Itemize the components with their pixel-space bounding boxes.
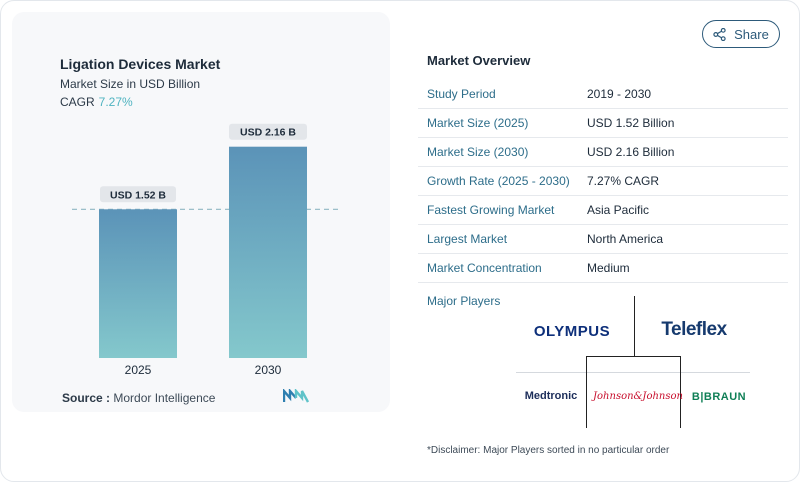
overview-key: Fastest Growing Market — [427, 203, 555, 217]
medtronic-logo: Medtronic — [524, 390, 578, 402]
share-label: Share — [734, 26, 769, 42]
bar-2025 — [99, 209, 177, 358]
overview-value: Asia Pacific — [587, 203, 650, 217]
overview-row: Market Concentration Medium — [418, 254, 788, 283]
overview-row: Market Size (2030) USD 2.16 Billion — [418, 138, 788, 167]
overview-row: Study Period 2019 - 2030 — [418, 80, 788, 109]
chart-card — [12, 12, 390, 412]
data-label-bg — [229, 123, 307, 140]
overview-key: Growth Rate (2025 - 2030) — [427, 174, 570, 188]
overview-key: Largest Market — [427, 232, 508, 246]
share-icon — [713, 27, 726, 41]
logo-divider — [516, 372, 750, 373]
overview-key: Market Size (2025) — [427, 116, 529, 130]
players-logos: OLYMPUS Teleflex Medtronic Johnson&Johns… — [516, 296, 750, 428]
logo-divider — [634, 296, 635, 356]
overview-value: USD 1.52 Billion — [587, 116, 675, 130]
players-title: Major Players — [427, 294, 501, 308]
overview-value: 2019 - 2030 — [587, 87, 652, 101]
overview-row: Largest Market North America — [418, 225, 788, 254]
source-line: Source : Mordor Intelligence — [62, 391, 215, 405]
bar-2030 — [229, 146, 307, 358]
overview-row: Market Size (2025) USD 1.52 Billion — [418, 109, 788, 138]
logo-divider — [586, 356, 587, 428]
cagr-label: CAGR — [60, 95, 95, 109]
overview-value: North America — [587, 232, 664, 246]
logo-divider — [586, 356, 680, 357]
logo-divider — [680, 356, 681, 428]
mordor-logo-icon — [283, 389, 309, 403]
cagr-value: 7.27% — [98, 95, 133, 109]
overview-key: Study Period — [427, 87, 496, 101]
overview-row: Fastest Growing Market Asia Pacific — [418, 196, 788, 225]
source-label: Source : — [62, 391, 111, 405]
overview-row: Growth Rate (2025 - 2030) 7.27% CAGR — [418, 167, 788, 196]
teleflex-logo: Teleflex — [661, 319, 727, 340]
disclaimer: *Disclaimer: Major Players sorted in no … — [427, 445, 670, 456]
data-label-bg — [100, 186, 176, 203]
bbraun-logo: B|BRAUN — [691, 391, 747, 403]
overview-key: Market Size (2030) — [427, 145, 529, 159]
chart-title: Ligation Devices Market — [60, 56, 221, 72]
x-tick-label: 2030 — [255, 363, 282, 377]
overview-key: Market Concentration — [427, 261, 542, 275]
overview-table: Study Period 2019 - 2030 Market Size (2025… — [418, 80, 788, 283]
johnson-and-johnson-logo: Johnson&Johnson — [593, 390, 683, 402]
x-tick-label: 2025 — [125, 363, 152, 377]
bar-chart: USD 1.52 B 2025 USD 2.16 B 2030 — [72, 123, 338, 377]
data-label: USD 2.16 B — [240, 127, 296, 139]
source-value: Mordor Intelligence — [113, 391, 216, 405]
share-button[interactable]: Share — [702, 20, 780, 48]
cagr-line: CAGR 7.27% — [60, 95, 133, 109]
data-label: USD 1.52 B — [110, 189, 166, 201]
overview-value: USD 2.16 Billion — [587, 145, 675, 159]
overview-title: Market Overview — [427, 53, 531, 68]
overview-value: 7.27% CAGR — [587, 174, 660, 188]
chart-subtitle: Market Size in USD Billion — [60, 77, 201, 91]
olympus-logo: OLYMPUS — [533, 322, 611, 340]
overview-value: Medium — [587, 261, 630, 275]
